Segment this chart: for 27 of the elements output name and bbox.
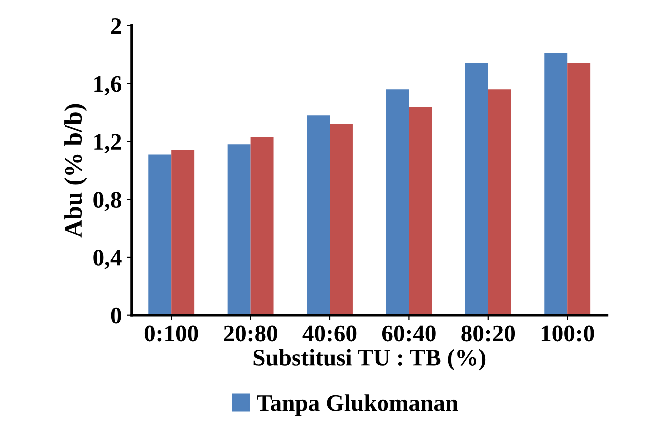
bar: [409, 106, 432, 316]
bar: [172, 150, 195, 316]
bar: [228, 144, 251, 316]
x-tick-label: 40:60: [302, 326, 357, 342]
bar: [568, 64, 591, 316]
bar: [544, 53, 568, 316]
bar: [488, 90, 512, 316]
x-axis-title: Substitusi TU : TB (%): [254, 349, 486, 371]
x-tick-label: 0:100: [144, 326, 198, 342]
bar: [330, 124, 353, 316]
y-axis-title: Abu (% b/b): [64, 104, 88, 238]
bar: [307, 116, 330, 316]
y-tick-label: 1,6: [94, 76, 122, 96]
x-tick-label: 20:80: [224, 326, 278, 342]
x-tick-label: 60:40: [382, 326, 436, 342]
bar: [386, 90, 410, 316]
bar: [250, 137, 274, 316]
y-tick-label: 0,4: [94, 250, 122, 270]
x-tick-label: 80:20: [462, 326, 516, 342]
y-tick-label: 0: [111, 308, 122, 324]
y-tick-label: 0,8: [94, 192, 122, 212]
legend-label: Tanpa Glukomanan: [257, 394, 458, 416]
x-tick-label: 100:0: [542, 326, 594, 342]
bar: [465, 64, 488, 316]
y-tick-label: 1,2: [94, 134, 122, 154]
bar: [148, 154, 172, 316]
y-tick-label: 2: [111, 18, 122, 34]
